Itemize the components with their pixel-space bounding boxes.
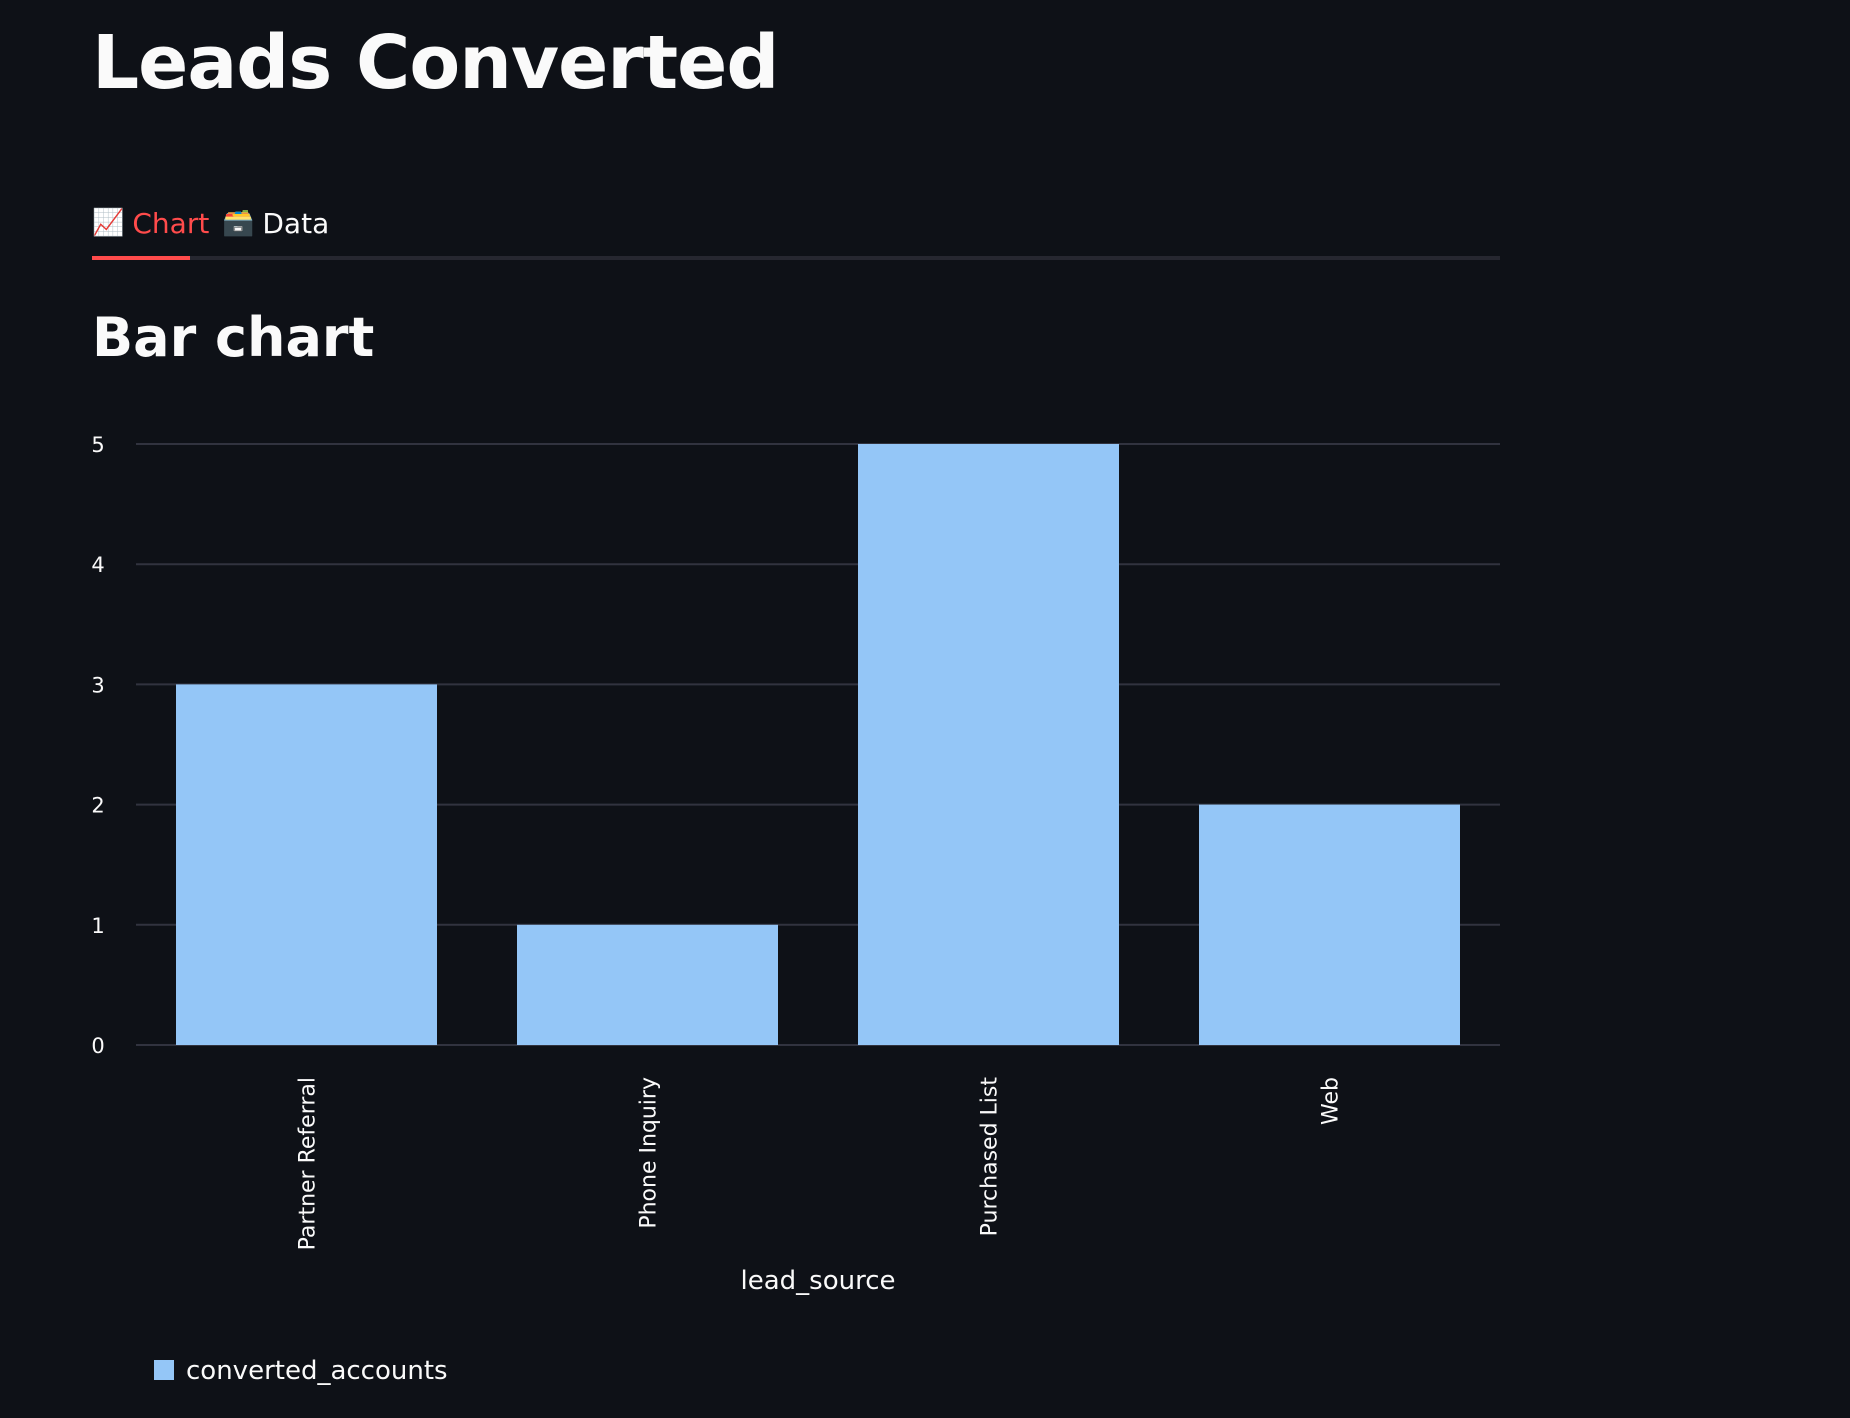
x-tick-label: Web [1319, 1077, 1344, 1125]
bar [517, 924, 778, 1045]
y-tick-label: 2 [91, 794, 104, 818]
bar [176, 684, 437, 1045]
card-file-box-icon: 🗃️ [222, 208, 255, 238]
bar [1199, 804, 1460, 1045]
x-tick-label: Purchased List [978, 1077, 1003, 1237]
tab-active-indicator [92, 256, 190, 260]
legend-label: converted_accounts [186, 1356, 448, 1386]
x-axis-title: lead_source [741, 1266, 896, 1296]
y-tick-label: 1 [91, 914, 104, 938]
x-tick-label: Phone Inquiry [637, 1077, 662, 1229]
tab-chart-label: Chart [132, 206, 210, 240]
tab-chart[interactable]: 📈 Chart [92, 190, 209, 256]
tab-bar-divider [92, 256, 1500, 260]
y-tick-label: 5 [91, 433, 104, 457]
y-tick-label: 4 [91, 553, 104, 577]
chart-increasing-icon: 📈 [92, 208, 125, 238]
page-title: Leads Converted [92, 20, 779, 106]
x-tick-label: Partner Referral [296, 1077, 321, 1250]
legend-swatch [154, 1360, 174, 1380]
y-tick-label: 0 [91, 1034, 104, 1058]
y-tick-label: 3 [91, 673, 104, 697]
tab-data-label: Data [262, 206, 330, 240]
section-title: Bar chart [92, 306, 375, 369]
tab-bar: 📈 Chart 🗃️ Data [92, 190, 1500, 260]
bar [858, 444, 1119, 1045]
tab-data[interactable]: 🗃️ Data [222, 190, 329, 256]
